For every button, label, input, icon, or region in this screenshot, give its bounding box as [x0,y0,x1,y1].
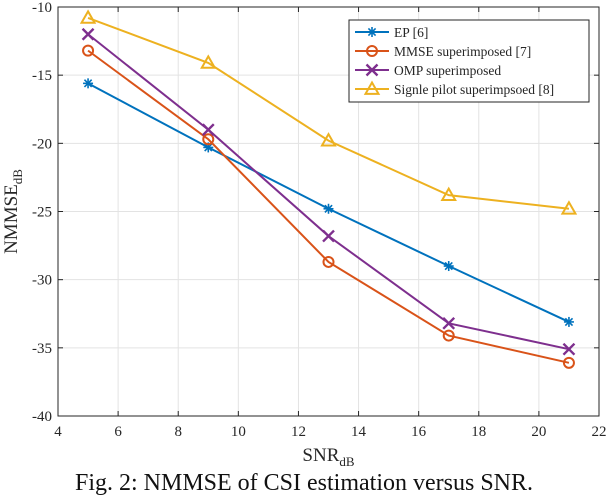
legend-marker [365,63,379,77]
y-axis-label: NMMSEdB [1,169,25,254]
x-tick-label: 16 [411,424,427,440]
data-point [563,316,574,327]
legend-label: MMSE superimposed [7] [394,44,531,59]
x-tick-label: 8 [174,424,182,440]
data-point [442,316,456,330]
series-0 [83,78,574,327]
data-point [201,123,215,137]
y-tick-label: -40 [32,409,52,425]
data-point [322,229,335,243]
data-point [440,186,457,202]
x-axis-label-main: SNR [302,445,339,466]
series-line [87,49,570,364]
x-axis-label-sub: dB [339,454,355,469]
series-1 [82,44,575,369]
figure-caption: Fig. 2: NMMSE of CSI estimation versus S… [74,470,534,496]
x-tick-label: 12 [291,424,306,440]
data-point [560,200,578,215]
y-tick-label: -10 [32,0,52,16]
legend-entry: EP [6] [355,25,428,40]
y-tick-label: -25 [32,205,52,221]
legend-label: Signle pilot superimpsoed [8] [394,82,554,97]
x-tick-label: 18 [471,424,486,440]
legend-marker [367,27,377,37]
legend-entry: OMP superimposed [355,63,501,78]
legend-marker [363,80,381,95]
y-tick-label: -20 [32,136,52,152]
x-tick-label: 20 [531,424,546,440]
axes-layer: 4 6 8 10 12 14 16 18 20 22 -40 -35 -30 -25 -20 -15 -10 [32,0,607,440]
data-point [79,9,97,24]
x-tick-label: 22 [592,424,607,440]
data-point [82,44,95,57]
data-point [562,342,576,356]
series-layer [79,9,578,369]
x-tick-label: 14 [351,424,367,440]
legend: EP [6] MMSE superimposed [7] OMP superimpo… [348,19,590,103]
data-point [202,133,215,146]
axis-labels: SNRdB NMMSEdB [1,169,355,469]
caption-area: Fig. 2: NMMSE of CSI estimation versus S… [0,458,608,502]
data-point [322,255,335,268]
legend-entry: Signle pilot superimpsoed [8] [355,80,554,97]
data-point [323,203,334,214]
y-axis-label-sub: dB [10,169,25,185]
data-point [203,142,214,153]
legend-entry: MMSE superimposed [7] [355,44,531,59]
data-point [443,261,454,272]
x-tick-label: 6 [114,424,122,440]
data-point [200,54,217,69]
data-point [562,356,575,369]
x-tick-label: 4 [54,424,62,440]
data-point [320,132,337,147]
legend-marker [366,45,378,57]
y-tick-label: -15 [32,68,52,84]
data-point [83,78,94,89]
y-tick-label: -35 [32,341,52,357]
series-3 [79,9,578,215]
x-axis-label: SNRdB [302,445,354,469]
y-tick-label: -30 [32,273,52,289]
data-point [442,329,455,342]
series-line [87,82,570,323]
data-point [81,27,95,41]
legend-label: OMP superimposed [394,63,501,78]
x-tick-label: 10 [231,424,246,440]
legend-label: EP [6] [394,25,428,40]
series-line [87,16,570,210]
series-2 [81,27,576,356]
y-axis-label-main: NMMSE [1,184,22,254]
